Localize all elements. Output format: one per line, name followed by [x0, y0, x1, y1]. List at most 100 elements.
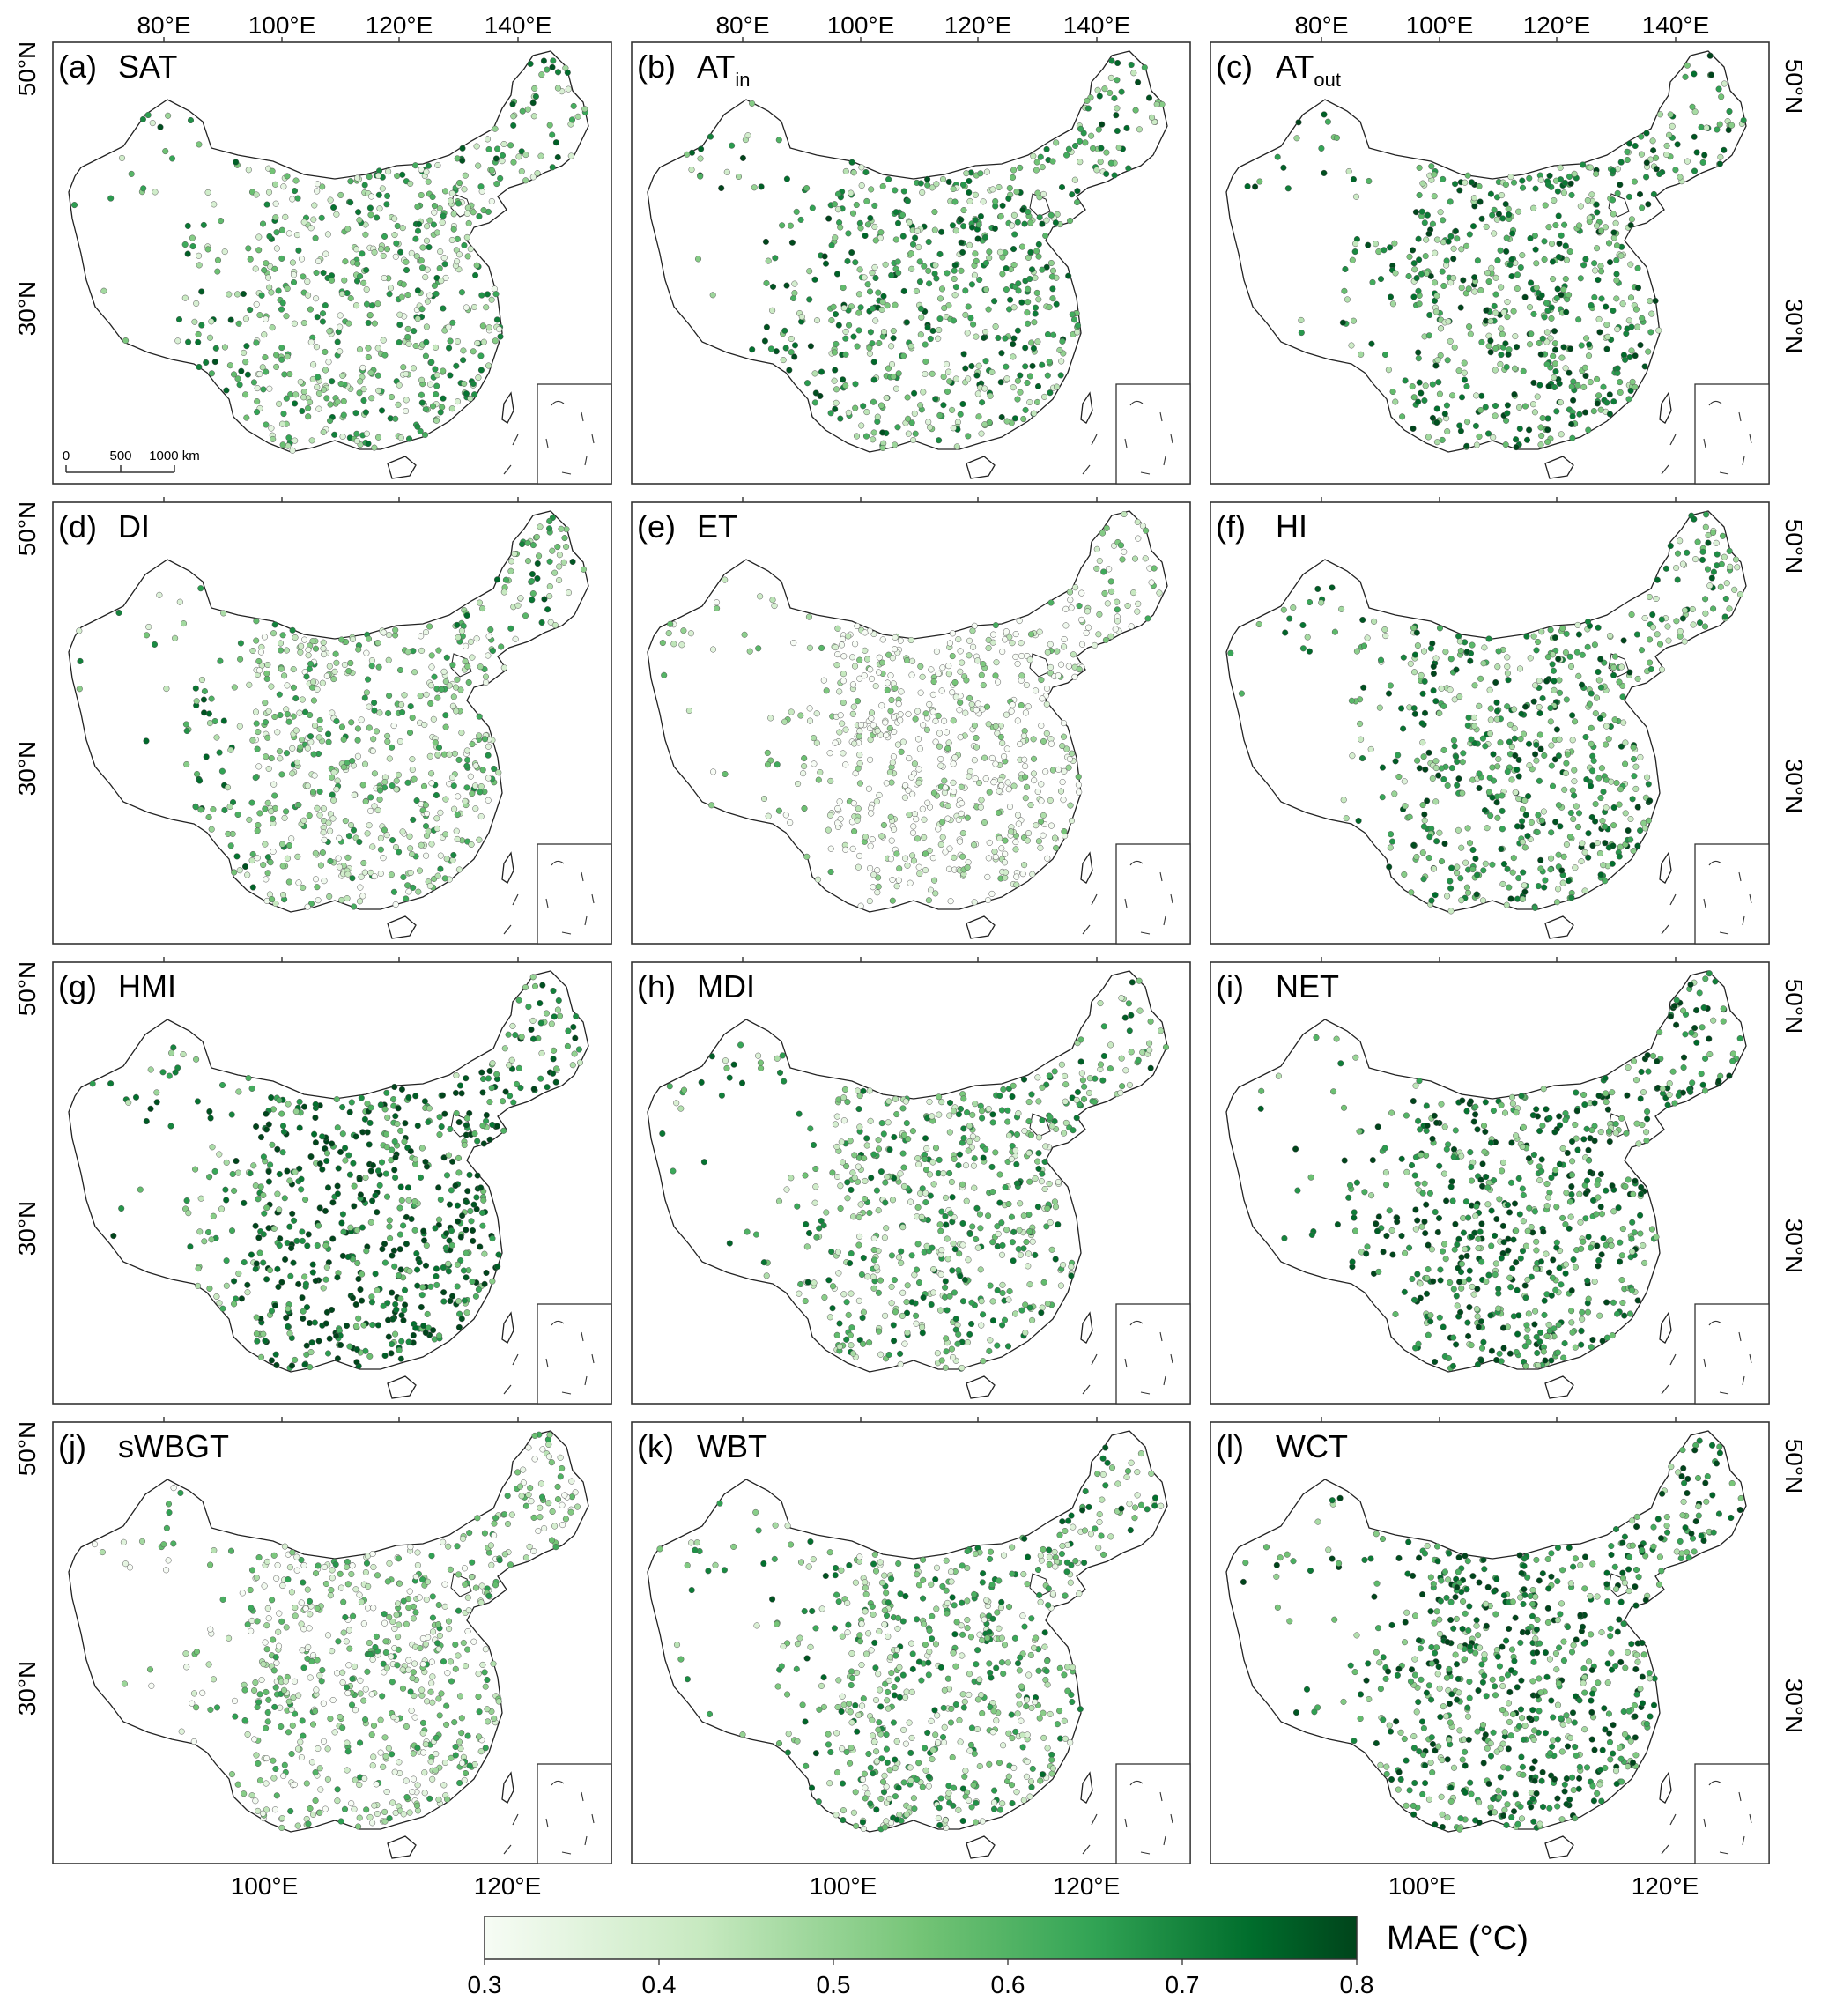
station-point	[368, 302, 376, 309]
station-point	[1471, 274, 1478, 281]
station-point	[914, 227, 921, 234]
station-point	[474, 339, 481, 346]
station-point	[463, 1309, 470, 1316]
station-point	[337, 312, 344, 319]
station-point	[1436, 390, 1443, 397]
station-point	[347, 821, 355, 829]
station-point	[1515, 756, 1522, 763]
station-point	[1595, 668, 1602, 676]
station-point	[365, 319, 372, 327]
station-point	[805, 613, 812, 620]
station-point	[529, 1035, 537, 1042]
station-point	[962, 709, 969, 716]
station-point	[533, 533, 540, 540]
station-point	[1465, 714, 1472, 721]
station-point	[1342, 265, 1349, 273]
station-point	[1624, 148, 1631, 155]
station-point	[1544, 426, 1551, 434]
station-point	[1429, 414, 1436, 421]
station-point	[401, 1138, 408, 1145]
station-point	[452, 1182, 459, 1190]
station-point	[1392, 270, 1399, 277]
station-point	[1603, 399, 1610, 406]
station-point	[964, 814, 971, 821]
station-point	[392, 253, 399, 260]
station-point	[1508, 273, 1515, 280]
station-point	[387, 285, 395, 292]
station-point	[409, 766, 416, 774]
station-point	[1476, 770, 1483, 777]
station-point	[1691, 108, 1699, 115]
station-point	[255, 233, 263, 241]
station-point	[310, 678, 317, 686]
station-point	[851, 740, 858, 747]
station-point	[1541, 884, 1548, 891]
station-point	[438, 1123, 445, 1130]
station-point	[1526, 426, 1533, 434]
station-point	[1566, 173, 1573, 180]
station-point	[942, 849, 949, 856]
station-point	[688, 167, 695, 174]
station-point	[1402, 377, 1409, 384]
station-point	[833, 340, 840, 347]
station-point	[996, 183, 1003, 191]
station-point	[957, 699, 964, 706]
station-point	[1039, 220, 1046, 227]
station-point	[806, 296, 813, 303]
station-point	[263, 876, 270, 883]
station-point	[1430, 670, 1437, 678]
station-point	[449, 1158, 456, 1165]
station-point	[887, 672, 894, 679]
station-point	[1736, 591, 1744, 598]
station-point	[1433, 419, 1440, 426]
station-point	[1726, 547, 1733, 554]
station-point	[319, 1166, 326, 1173]
station-point	[353, 1227, 361, 1234]
station-point	[480, 338, 487, 345]
station-point	[874, 413, 881, 420]
station-point	[211, 201, 218, 208]
station-point	[522, 612, 529, 619]
station-point	[445, 1260, 452, 1267]
station-point	[867, 214, 874, 222]
station-point	[267, 263, 274, 270]
station-point	[855, 765, 862, 772]
station-point	[529, 590, 537, 597]
station-point	[493, 576, 501, 583]
station-point	[1630, 848, 1637, 855]
station-point	[813, 710, 820, 717]
station-point	[402, 1301, 409, 1308]
station-point	[869, 305, 876, 312]
station-point	[278, 420, 286, 427]
station-point	[1118, 88, 1125, 95]
station-point	[487, 626, 494, 634]
station-point	[839, 720, 846, 727]
station-point	[398, 1338, 405, 1345]
station-point	[439, 219, 446, 226]
station-point	[339, 1211, 346, 1218]
station-point	[1432, 249, 1439, 256]
station-point	[1053, 139, 1060, 146]
station-point	[377, 834, 384, 841]
station-point	[946, 640, 953, 647]
station-point	[840, 750, 847, 757]
station-point	[1405, 272, 1412, 280]
station-point	[432, 344, 440, 351]
station-point	[1637, 827, 1644, 834]
station-point	[1367, 745, 1374, 752]
station-point	[1095, 126, 1102, 133]
station-point	[278, 255, 285, 262]
station-point	[791, 290, 798, 297]
station-point	[1004, 779, 1011, 786]
panel-variable-subscript: in	[735, 69, 750, 91]
station-point	[1035, 253, 1042, 260]
station-point	[347, 199, 354, 206]
station-point	[313, 344, 320, 351]
station-point	[278, 345, 285, 352]
station-point	[1634, 842, 1641, 849]
station-point	[200, 696, 207, 703]
station-point	[1630, 744, 1637, 751]
station-point	[1497, 247, 1504, 254]
station-point	[519, 541, 526, 548]
station-point	[411, 1156, 418, 1163]
